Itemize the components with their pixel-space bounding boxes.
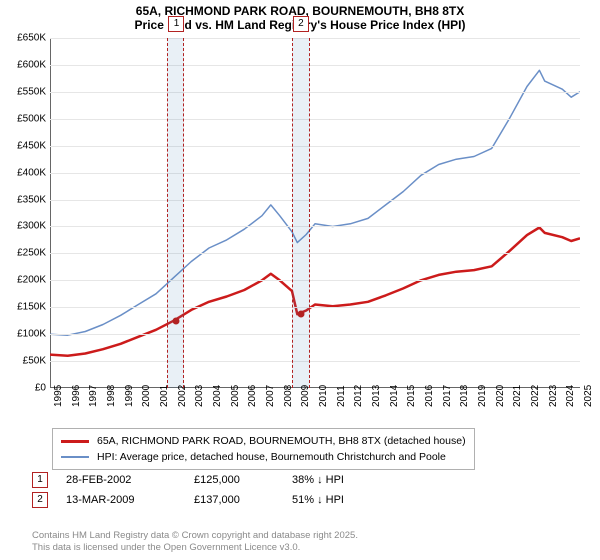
legend-row-property: 65A, RICHMOND PARK ROAD, BOURNEMOUTH, BH…: [61, 433, 466, 449]
chart-area: 12 £0 £50K £100K £150K £200K £250K £300K £350K £…: [0, 38, 600, 418]
chart-container: 65A, RICHMOND PARK ROAD, BOURNEMOUTH, BH…: [0, 0, 600, 560]
gridline: [50, 361, 580, 362]
y-tick-label: £50K: [2, 356, 46, 367]
legend-label-hpi: HPI: Average price, detached house, Bour…: [97, 449, 446, 465]
legend-label-property: 65A, RICHMOND PARK ROAD, BOURNEMOUTH, BH…: [97, 433, 466, 449]
sale-date: 13-MAR-2009: [66, 494, 176, 506]
y-tick-label: £500K: [2, 113, 46, 124]
y-tick-label: £650K: [2, 33, 46, 44]
footer-line-2: This data is licensed under the Open Gov…: [32, 542, 358, 554]
footer-line-1: Contains HM Land Registry data © Crown c…: [32, 530, 358, 542]
y-tick-label: £0: [2, 383, 46, 394]
footer-attribution: Contains HM Land Registry data © Crown c…: [32, 530, 358, 554]
sale-marker-label: 1: [168, 16, 184, 32]
sale-marker-label: 2: [293, 16, 309, 32]
sale-marker-dot: [173, 317, 180, 324]
sale-row: 2 13-MAR-2009 £137,000 51% ↓ HPI: [32, 490, 392, 510]
sale-marker-dot: [297, 311, 304, 318]
series-property: [50, 228, 580, 356]
y-tick-label: £100K: [2, 329, 46, 340]
sale-date: 28-FEB-2002: [66, 474, 176, 486]
legend-swatch-hpi: [61, 456, 89, 458]
gridline: [50, 92, 580, 93]
gridline: [50, 38, 580, 39]
gridline: [50, 253, 580, 254]
y-tick-label: £200K: [2, 275, 46, 286]
gridline: [50, 119, 580, 120]
sale-number-box: 2: [32, 492, 48, 508]
gridline: [50, 280, 580, 281]
gridline: [50, 146, 580, 147]
line-series-svg: [50, 38, 580, 388]
sale-delta: 51% ↓ HPI: [292, 494, 392, 506]
sales-table: 1 28-FEB-2002 £125,000 38% ↓ HPI 2 13-MA…: [32, 470, 392, 510]
gridline: [50, 200, 580, 201]
y-tick-label: £350K: [2, 194, 46, 205]
series-hpi: [50, 70, 580, 335]
gridline: [50, 65, 580, 66]
y-tick-label: £600K: [2, 59, 46, 70]
gridline: [50, 307, 580, 308]
sale-row: 1 28-FEB-2002 £125,000 38% ↓ HPI: [32, 470, 392, 490]
legend-row-hpi: HPI: Average price, detached house, Bour…: [61, 449, 466, 465]
gridline: [50, 173, 580, 174]
plot-area: 12: [50, 38, 580, 388]
legend-swatch-property: [61, 440, 89, 443]
sale-number-box: 1: [32, 472, 48, 488]
shaded-band: [292, 38, 310, 388]
gridline: [50, 226, 580, 227]
sale-price: £137,000: [194, 494, 274, 506]
y-tick-label: £150K: [2, 302, 46, 313]
x-tick-label: 2025: [583, 385, 600, 407]
sale-delta: 38% ↓ HPI: [292, 474, 392, 486]
y-tick-label: £300K: [2, 221, 46, 232]
y-tick-label: £400K: [2, 167, 46, 178]
y-tick-label: £550K: [2, 86, 46, 97]
y-tick-label: £250K: [2, 248, 46, 259]
sale-price: £125,000: [194, 474, 274, 486]
legend: 65A, RICHMOND PARK ROAD, BOURNEMOUTH, BH…: [52, 428, 475, 470]
gridline: [50, 334, 580, 335]
y-tick-label: £450K: [2, 140, 46, 151]
shaded-band: [167, 38, 185, 388]
